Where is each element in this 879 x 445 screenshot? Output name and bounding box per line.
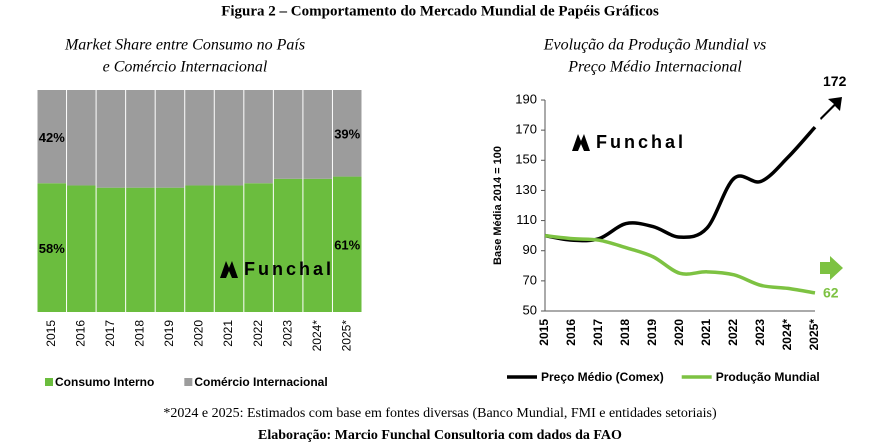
bar-segment (126, 187, 155, 312)
bar-segment (96, 90, 126, 188)
x-tick-label: 2022 (251, 320, 265, 347)
x-tick-label: 2018 (618, 319, 632, 346)
x-tick-label: 2016 (564, 319, 578, 346)
bar-segment (332, 90, 362, 177)
chart-title: e Comércio Internacional (103, 59, 268, 76)
x-tick-label: 2019 (645, 319, 659, 346)
x-tick-label: 2017 (591, 319, 605, 346)
x-tick-label: 2021 (699, 319, 713, 346)
data-label: 61% (334, 238, 360, 253)
x-tick-label: 2022 (726, 319, 740, 346)
logo-icon (572, 134, 590, 151)
legend-label: Comércio Internacional (194, 375, 327, 389)
bar-segment (244, 183, 273, 312)
x-tick-label: 2023 (753, 319, 767, 346)
data-label: 39% (334, 127, 360, 142)
x-tick-label: 2018 (133, 320, 147, 347)
y-tick-label: 130 (515, 182, 537, 197)
y-axis-label: Base Média 2014 = 100 (492, 146, 504, 265)
y-tick-label: 50 (523, 302, 537, 317)
figure-title: Figura 2 – Comportamento do Mercado Mund… (221, 3, 659, 19)
y-tick-label: 170 (515, 122, 537, 137)
y-tick-label: 90 (523, 242, 537, 257)
legend-swatch (184, 378, 193, 386)
chart-title: Preço Médio Internacional (567, 59, 742, 76)
y-tick-label: 150 (515, 152, 537, 167)
x-tick-label: 2024* (310, 320, 324, 352)
y-tick-label: 110 (516, 212, 537, 227)
bar-segment (37, 90, 67, 184)
x-tick-label: 2015 (44, 320, 58, 347)
legend-swatch (45, 378, 53, 386)
x-tick-label: 2021 (221, 320, 235, 347)
bar-segment (155, 90, 185, 188)
bar-segment (96, 187, 126, 312)
bar-segment (244, 90, 273, 184)
chart-title: Evolução da Produção Mundial vs (543, 37, 766, 54)
bar-segment (303, 178, 332, 312)
data-label: 42% (39, 130, 65, 145)
y-tick-label: 190 (515, 91, 537, 106)
bar-segment (37, 183, 67, 312)
arrow-down (820, 256, 843, 280)
x-tick-label: 2017 (103, 320, 117, 347)
bar-segment (214, 185, 244, 312)
legend-label: Preço Médio (Comex) (541, 370, 664, 384)
x-tick-label: 2020 (672, 319, 686, 346)
arrow-up (820, 97, 842, 120)
data-label: 172 (823, 73, 847, 89)
bar-segment (185, 185, 214, 312)
data-label: 62 (823, 285, 839, 301)
bar-segment (67, 185, 96, 312)
x-tick-label: 2025* (807, 319, 821, 351)
bar-segment (67, 90, 96, 186)
bar-segment (155, 187, 185, 312)
bar-segment (185, 90, 214, 186)
logo-text: Funchal (596, 132, 686, 152)
source: Elaboração: Marcio Funchal Consultoria c… (258, 428, 622, 443)
x-tick-label: 2024* (780, 319, 794, 351)
legend-label: Produção Mundial (716, 370, 820, 384)
x-tick-label: 2020 (192, 320, 206, 347)
x-tick-label: 2015 (537, 319, 551, 346)
bar-segment (214, 90, 244, 186)
y-tick-label: 70 (523, 272, 537, 287)
bar-segment (332, 176, 362, 312)
bar-segment (273, 90, 303, 179)
chart-title: Market Share entre Consumo no País (64, 37, 305, 54)
logo-icon (220, 261, 238, 278)
x-tick-label: 2023 (280, 320, 294, 347)
bar-segment (303, 90, 332, 179)
bar-segment (273, 178, 303, 312)
line (544, 233, 816, 295)
legend-label: Consumo Interno (55, 375, 154, 389)
logo-text: Funchal (244, 259, 334, 279)
x-tick-label: 2016 (73, 320, 87, 347)
x-tick-label: 2025* (339, 320, 353, 352)
data-label: 58% (39, 241, 65, 256)
bar-segment (126, 90, 155, 188)
x-tick-label: 2019 (162, 320, 176, 347)
footnote: *2024 e 2025: Estimados com base em font… (163, 406, 717, 421)
